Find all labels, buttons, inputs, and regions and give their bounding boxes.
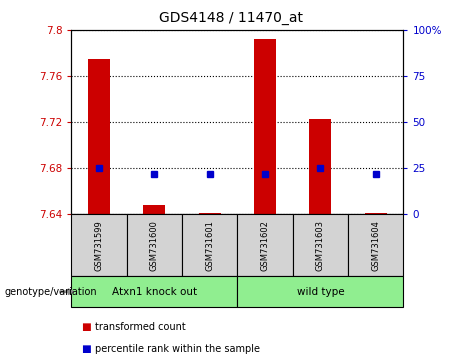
- Text: genotype/variation: genotype/variation: [5, 287, 97, 297]
- Bar: [254, 39, 276, 214]
- Text: ■: ■: [81, 344, 90, 354]
- Bar: [365, 213, 387, 214]
- Text: GSM731599: GSM731599: [95, 220, 104, 270]
- Text: wild type: wild type: [296, 287, 344, 297]
- Text: ■: ■: [81, 322, 90, 332]
- Bar: [309, 119, 331, 214]
- Bar: [143, 205, 165, 214]
- Text: percentile rank within the sample: percentile rank within the sample: [95, 344, 260, 354]
- Text: transformed count: transformed count: [95, 322, 185, 332]
- Text: GSM731604: GSM731604: [371, 220, 380, 270]
- Text: GSM731601: GSM731601: [205, 220, 214, 270]
- Bar: [199, 213, 221, 214]
- Text: GDS4148 / 11470_at: GDS4148 / 11470_at: [159, 11, 302, 25]
- Text: GSM731600: GSM731600: [150, 220, 159, 270]
- Text: GSM731603: GSM731603: [316, 219, 325, 271]
- Bar: [88, 59, 110, 214]
- Text: Atxn1 knock out: Atxn1 knock out: [112, 287, 197, 297]
- Text: GSM731602: GSM731602: [260, 220, 270, 270]
